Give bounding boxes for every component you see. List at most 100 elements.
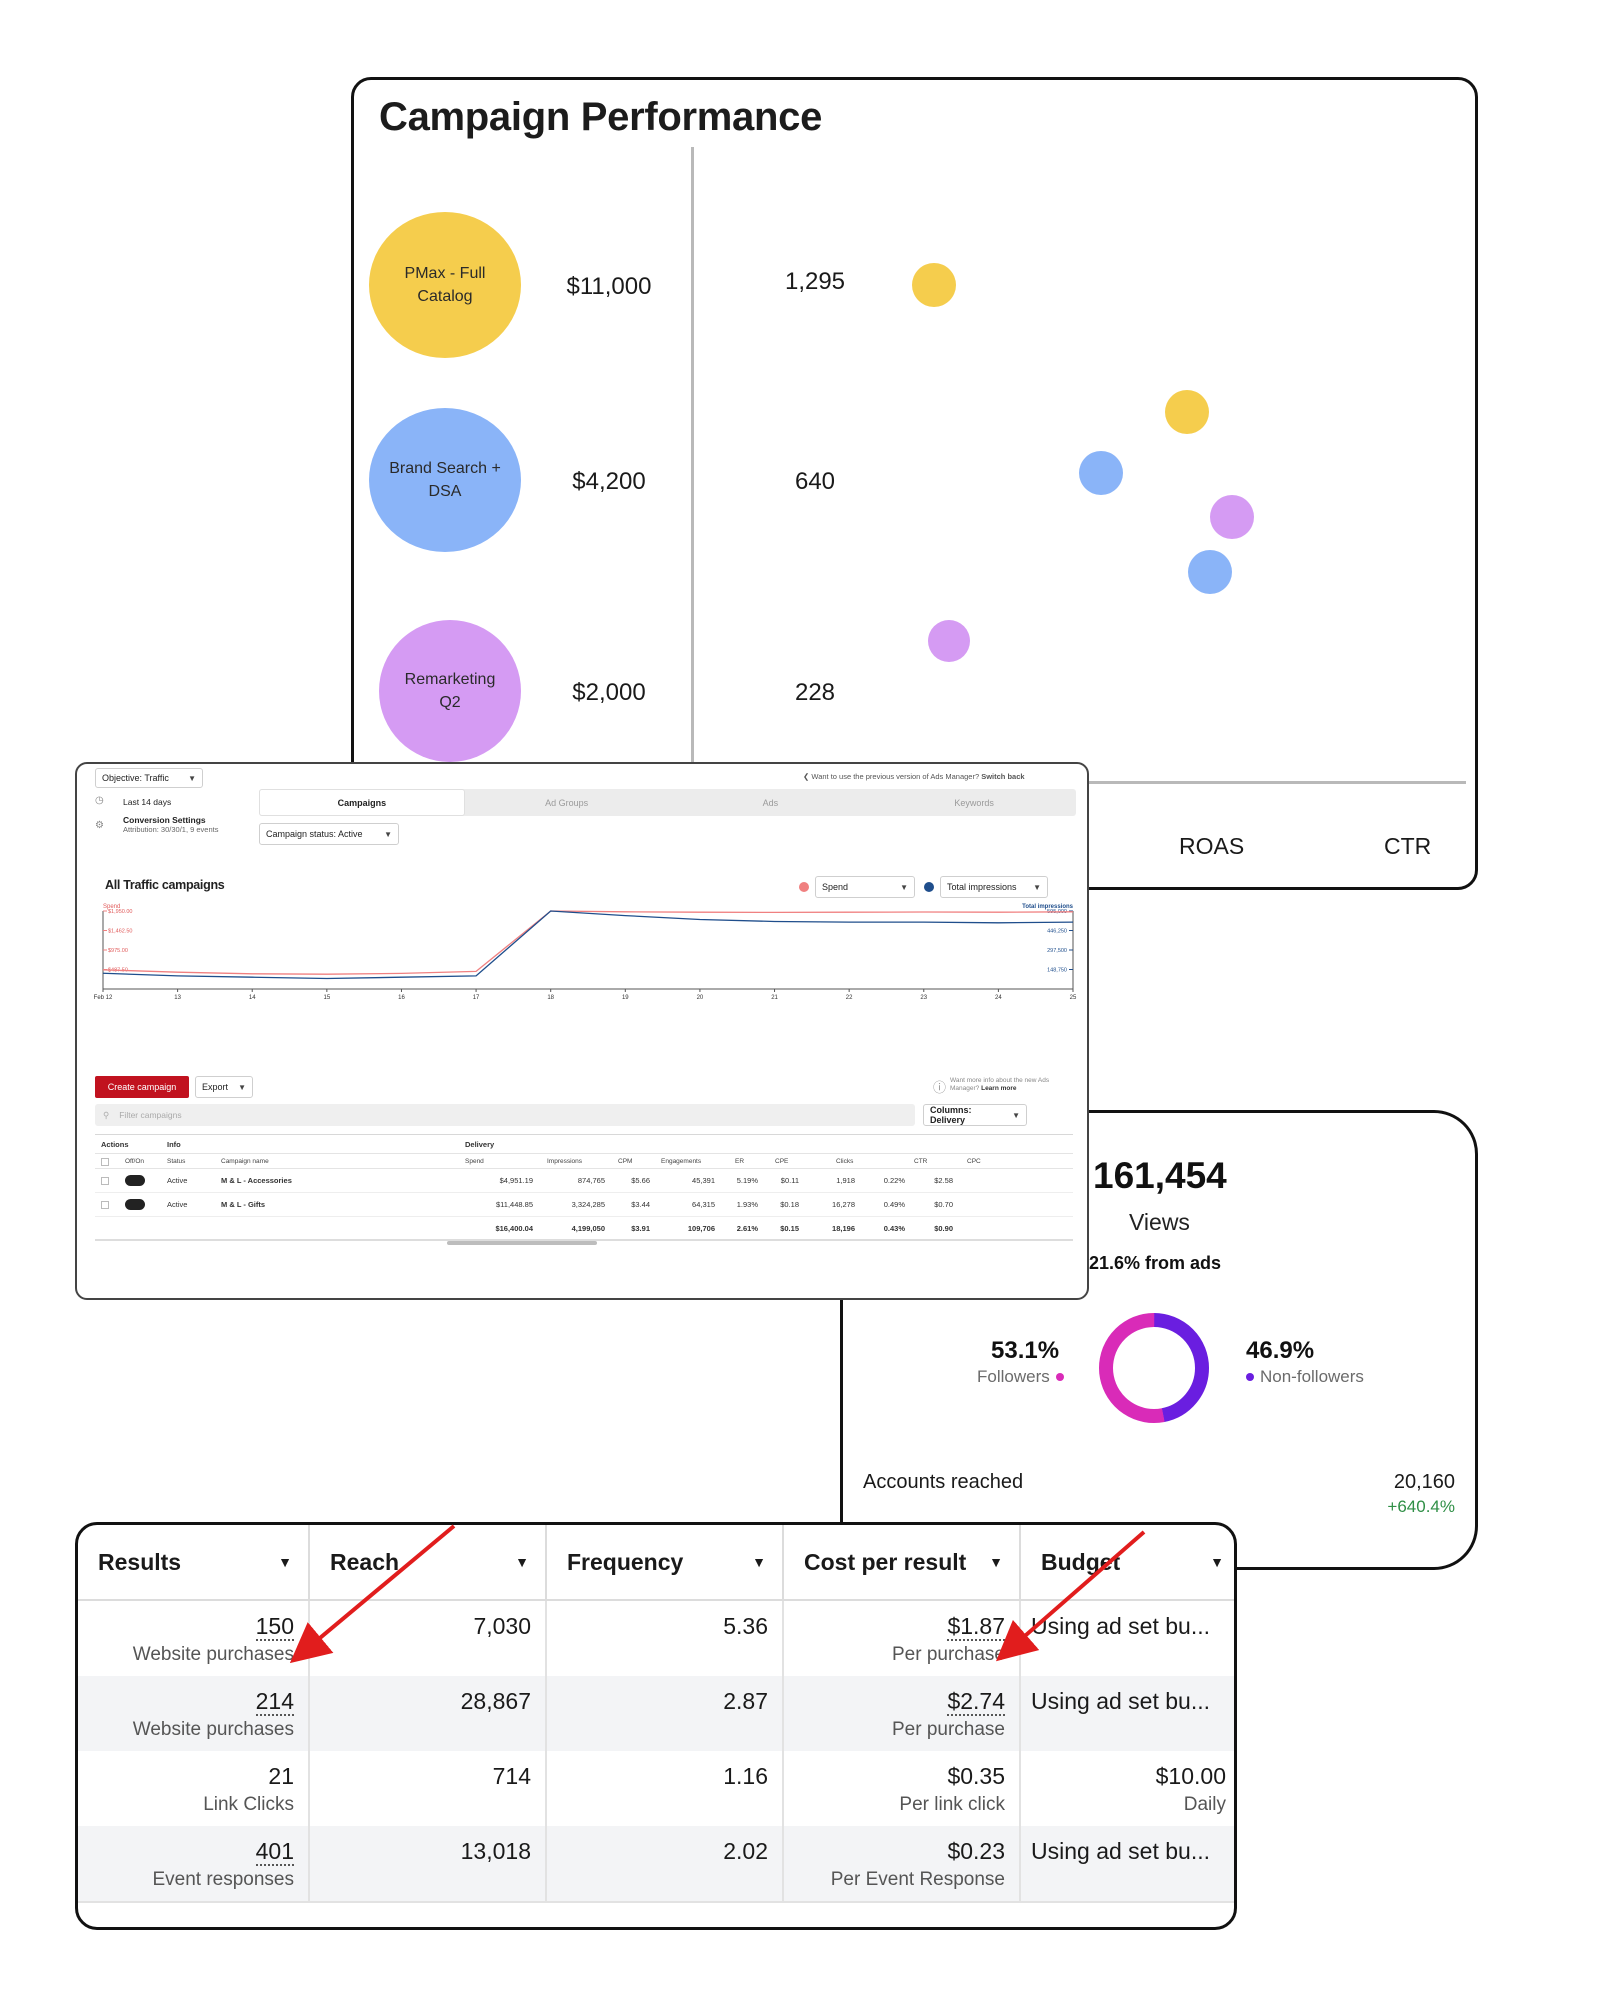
metric-left-select[interactable]: Spend ▼	[815, 876, 915, 898]
caret-down-icon[interactable]: ▼	[989, 1554, 1003, 1570]
campaign-table: Actions Info Delivery Off/On Status Camp…	[95, 1134, 1073, 1254]
results-value[interactable]: 214	[255, 1688, 294, 1716]
row-checkbox[interactable]	[101, 1177, 109, 1185]
col-header[interactable]: Engagements	[661, 1157, 702, 1165]
columns-select[interactable]: Columns: Delivery ▼	[923, 1104, 1027, 1126]
col-header[interactable]: Campaign name	[221, 1157, 269, 1165]
row-engagements: 64,315	[692, 1200, 715, 1209]
row-spend: $4,951.19	[499, 1176, 533, 1185]
campaign-spend: $11,000	[566, 273, 652, 300]
row-clicks: 16,278	[832, 1200, 855, 1209]
col-header[interactable]: Impressions	[547, 1157, 583, 1165]
col-header-cost-per-result[interactable]: Cost per result ▼	[784, 1525, 1021, 1601]
results-value[interactable]: 150	[255, 1613, 294, 1641]
col-header-results[interactable]: Results ▼	[78, 1525, 310, 1601]
conversion-settings-title[interactable]: Conversion Settings	[123, 815, 206, 825]
accounts-reached-change: +640.4%	[1387, 1497, 1455, 1516]
cost-value[interactable]: $2.74	[947, 1688, 1005, 1716]
cost-sub: Per link click	[899, 1794, 1005, 1815]
select-all-checkbox[interactable]	[101, 1158, 109, 1166]
col-header[interactable]: CPE	[775, 1157, 789, 1165]
filter-placeholder: Filter campaigns	[119, 1110, 182, 1120]
results-value: 21	[268, 1763, 294, 1789]
results-value[interactable]: 401	[255, 1838, 294, 1866]
total-cpm: $3.91	[631, 1223, 650, 1233]
tab-bar: Campaigns Ad Groups Ads Keywords	[259, 789, 1076, 816]
row-cpm: $5.66	[631, 1176, 650, 1185]
caret-down-icon[interactable]: ▼	[1210, 1554, 1224, 1570]
table-row[interactable]: 150 Website purchases 7,030 5.36 $1.87 P…	[78, 1601, 1234, 1676]
row-toggle[interactable]	[125, 1199, 145, 1210]
tab-keywords[interactable]: Keywords	[954, 797, 994, 808]
chevron-down-icon: ▼	[900, 882, 908, 892]
table-row[interactable]: Active M & L - Gifts $11,448.85 3,324,28…	[95, 1193, 1073, 1217]
table-row[interactable]: 401 Event responses 13,018 2.02 $0.23 Pe…	[78, 1826, 1234, 1901]
tab-ad-groups[interactable]: Ad Groups	[545, 797, 589, 808]
col-header[interactable]: CTR	[914, 1157, 928, 1165]
caret-down-icon[interactable]: ▼	[278, 1554, 292, 1570]
columns-label: Columns: Delivery	[930, 1105, 972, 1125]
frequency-value: 2.02	[723, 1838, 768, 1864]
tab-ads[interactable]: Ads	[762, 797, 779, 808]
campaign-count: 1,295	[784, 268, 846, 295]
x-tick-label: 15	[324, 995, 331, 999]
col-header[interactable]: ER	[735, 1157, 745, 1165]
search-icon: ⚲	[103, 1109, 110, 1120]
chevron-left-icon: ❮	[803, 772, 810, 781]
table-footer-row	[78, 1901, 1234, 1927]
row-er: 1.93%	[736, 1200, 758, 1209]
row-campaign-name[interactable]: M & L - Accessories	[221, 1176, 292, 1185]
caret-down-icon[interactable]: ▼	[752, 1554, 766, 1570]
metric-right-select[interactable]: Total impressions ▼	[940, 876, 1048, 898]
col-header-reach[interactable]: Reach ▼	[310, 1525, 547, 1601]
campaign-status-filter[interactable]: Campaign status: Active ▼	[259, 823, 399, 845]
row-status: Active	[167, 1176, 188, 1185]
x-tick-label: 18	[547, 995, 554, 999]
reach-cell: 13,018	[310, 1826, 547, 1901]
views-label: Views	[1129, 1209, 1190, 1235]
row-toggle[interactable]	[125, 1175, 145, 1186]
nonfollowers-label: Non-followers	[1260, 1367, 1364, 1386]
col-header[interactable]: Clicks	[836, 1157, 854, 1165]
col-header[interactable]: CPM	[618, 1157, 633, 1165]
row-checkbox[interactable]	[101, 1201, 109, 1209]
col-header[interactable]: Status	[167, 1157, 186, 1165]
row-er: 5.19%	[736, 1176, 758, 1185]
objective-select[interactable]: Objective: Traffic ▼	[95, 768, 203, 788]
col-header[interactable]: Spend	[465, 1157, 484, 1165]
reach-value: 28,867	[460, 1688, 531, 1714]
budget-cell: Using ad set bu...	[1021, 1601, 1234, 1676]
export-label: Export	[202, 1082, 229, 1092]
col-header-budget[interactable]: Budget ▼	[1021, 1525, 1234, 1601]
row-cpe: $0.18	[780, 1200, 799, 1209]
col-header[interactable]: CPC	[967, 1157, 981, 1165]
filter-campaigns-input[interactable]: ⚲ Filter campaigns	[95, 1104, 915, 1126]
create-campaign-button[interactable]: Create campaign	[95, 1076, 189, 1098]
table-row[interactable]: Active M & L - Accessories $4,951.19 874…	[95, 1169, 1073, 1193]
learn-more-link[interactable]: Learn more	[981, 1085, 1017, 1092]
export-button[interactable]: Export ▼	[195, 1076, 253, 1098]
switch-back-link[interactable]: Switch back	[981, 772, 1025, 781]
series-line-total-impressions	[102, 910, 1074, 980]
y-right-axis-label: Total impressions	[1022, 904, 1074, 910]
cost-value: $0.35	[947, 1763, 1005, 1789]
cost-cell: $0.23 Per Event Response	[784, 1826, 1021, 1901]
table-scrollbar[interactable]	[447, 1241, 597, 1245]
chevron-down-icon: ▼	[1012, 1110, 1020, 1120]
table-row[interactable]: 214 Website purchases 28,867 2.87 $2.74 …	[78, 1676, 1234, 1751]
caret-down-icon[interactable]: ▼	[515, 1554, 529, 1570]
tab-campaigns[interactable]: Campaigns	[259, 789, 465, 816]
col-header[interactable]: Off/On	[125, 1157, 145, 1165]
col-header-frequency[interactable]: Frequency ▼	[547, 1525, 784, 1601]
campaign-performance-card: Campaign Performance PMax - Full Catalog…	[351, 77, 1478, 890]
budget-value: Using ad set bu...	[1031, 1613, 1210, 1639]
row-campaign-name[interactable]: M & L - Gifts	[221, 1200, 266, 1209]
followers-percent: 53.1%	[991, 1337, 1060, 1364]
page-title: Campaign Performance	[379, 95, 823, 139]
frequency-cell: 2.02	[547, 1826, 784, 1901]
cost-value[interactable]: $1.87	[947, 1613, 1005, 1641]
date-range[interactable]: Last 14 days	[123, 797, 172, 807]
y-left-tick-label: $975.00	[108, 948, 128, 954]
table-row[interactable]: 21 Link Clicks 714 1.16 $0.35 Per link c…	[78, 1751, 1234, 1826]
frequency-cell: 1.16	[547, 1751, 784, 1826]
